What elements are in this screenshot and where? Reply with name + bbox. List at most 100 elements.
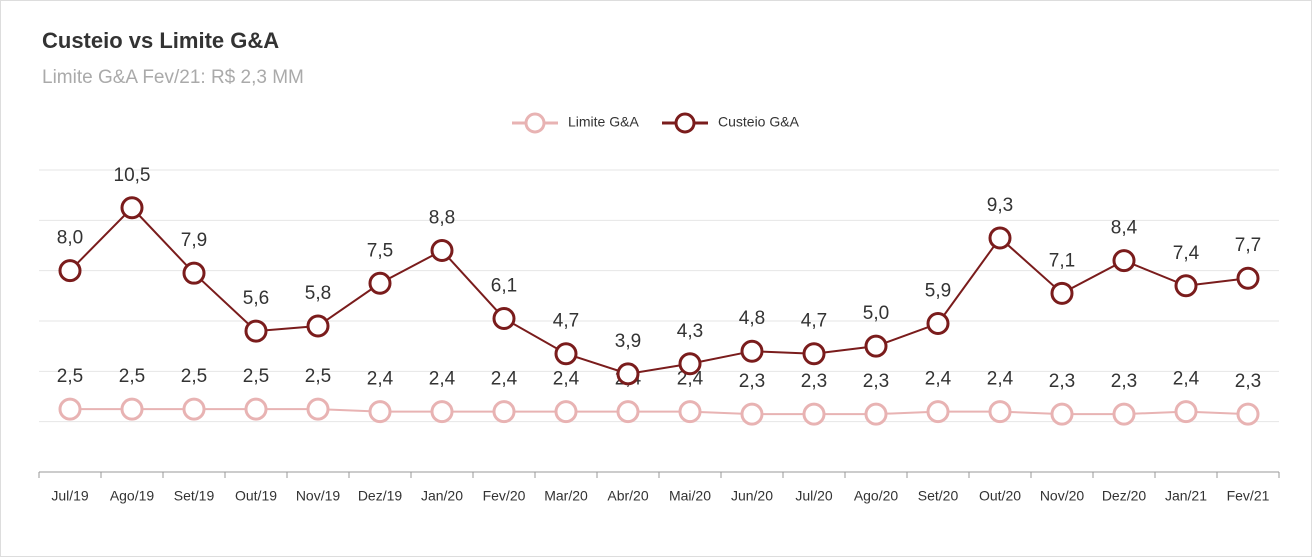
data-label: 7,7 (1235, 235, 1261, 256)
data-label: 8,8 (429, 208, 455, 229)
data-point (554, 342, 578, 366)
data-point (802, 342, 826, 366)
data-label: 2,5 (57, 366, 83, 387)
data-point (120, 196, 144, 220)
data-label: 2,4 (987, 369, 1014, 390)
data-label: 7,1 (1049, 250, 1075, 271)
x-tick-label: Mai/20 (669, 488, 711, 504)
data-label: 6,1 (491, 275, 517, 296)
data-point (306, 397, 330, 421)
data-label: 4,7 (801, 311, 827, 332)
data-label: 2,4 (925, 369, 952, 390)
legend-marker (524, 112, 546, 134)
data-label: 9,3 (987, 195, 1013, 216)
data-point (1236, 266, 1260, 290)
data-label: 4,8 (739, 308, 765, 329)
x-tick-label: Out/20 (979, 488, 1021, 504)
x-tick-label: Ago/20 (854, 488, 899, 504)
data-point (1174, 400, 1198, 424)
data-point (988, 226, 1012, 250)
x-tick-label: Nov/19 (296, 488, 341, 504)
data-point (864, 402, 888, 426)
data-point (864, 334, 888, 358)
data-label: 4,7 (553, 311, 579, 332)
data-label: 7,5 (367, 240, 393, 261)
chart-subtitle: Limite G&A Fev/21: R$ 2,3 MM (42, 67, 304, 88)
data-label: 5,8 (305, 283, 331, 304)
data-label: 10,5 (114, 165, 151, 186)
data-label: 8,4 (1111, 218, 1138, 239)
data-label: 2,3 (1235, 371, 1261, 392)
chart-title: Custeio vs Limite G&A (42, 28, 279, 53)
data-point (678, 352, 702, 376)
data-label: 2,3 (801, 371, 827, 392)
x-tick-label: Jan/21 (1165, 488, 1207, 504)
data-label: 2,3 (863, 371, 889, 392)
data-label: 2,4 (367, 369, 394, 390)
x-tick-label: Nov/20 (1040, 488, 1085, 504)
x-tick-label: Mar/20 (544, 488, 588, 504)
data-label: 2,4 (677, 369, 704, 390)
legend-label: Custeio G&A (718, 114, 800, 130)
x-tick-label: Dez/19 (358, 488, 403, 504)
data-point (926, 400, 950, 424)
data-label: 2,5 (305, 366, 331, 387)
data-point (430, 239, 454, 263)
data-label: 5,6 (243, 288, 269, 309)
data-point (58, 397, 82, 421)
data-label: 5,0 (863, 303, 889, 324)
data-point (368, 400, 392, 424)
x-tick-label: Fev/20 (483, 488, 526, 504)
data-point (988, 400, 1012, 424)
data-label: 2,3 (1049, 371, 1075, 392)
data-point (182, 261, 206, 285)
legend-marker (674, 112, 696, 134)
data-point (492, 400, 516, 424)
data-point (1112, 402, 1136, 426)
data-point (554, 400, 578, 424)
x-tick-label: Ago/19 (110, 488, 155, 504)
data-point (740, 402, 764, 426)
data-point (120, 397, 144, 421)
data-label: 8,0 (57, 228, 83, 249)
data-point (430, 400, 454, 424)
data-label: 2,4 (1173, 369, 1200, 390)
data-label: 4,3 (677, 321, 703, 342)
data-point (1112, 249, 1136, 273)
data-point (306, 314, 330, 338)
data-point (244, 397, 268, 421)
data-point (1050, 402, 1074, 426)
data-point (1236, 402, 1260, 426)
data-label: 2,4 (429, 369, 456, 390)
data-point (244, 319, 268, 343)
x-tick-label: Jul/20 (795, 488, 833, 504)
data-point (802, 402, 826, 426)
data-label: 2,3 (739, 371, 765, 392)
x-tick-label: Abr/20 (607, 488, 648, 504)
data-point (1050, 281, 1074, 305)
data-point (58, 259, 82, 283)
data-point (616, 400, 640, 424)
data-point (1174, 274, 1198, 298)
x-tick-label: Out/19 (235, 488, 277, 504)
legend-label: Limite G&A (568, 114, 639, 130)
data-point (740, 339, 764, 363)
data-label: 2,3 (1111, 371, 1137, 392)
x-tick-label: Set/20 (918, 488, 959, 504)
x-tick-label: Set/19 (174, 488, 215, 504)
data-label: 7,4 (1173, 243, 1200, 264)
x-tick-label: Dez/20 (1102, 488, 1147, 504)
data-label: 5,9 (925, 281, 951, 302)
x-tick-label: Jun/20 (731, 488, 773, 504)
data-point (678, 400, 702, 424)
data-label: 2,4 (491, 369, 518, 390)
data-label: 7,9 (181, 230, 207, 251)
data-label: 2,5 (181, 366, 207, 387)
data-label: 3,9 (615, 331, 641, 352)
data-point (492, 306, 516, 330)
x-tick-label: Fev/21 (1227, 488, 1270, 504)
data-point (926, 312, 950, 336)
